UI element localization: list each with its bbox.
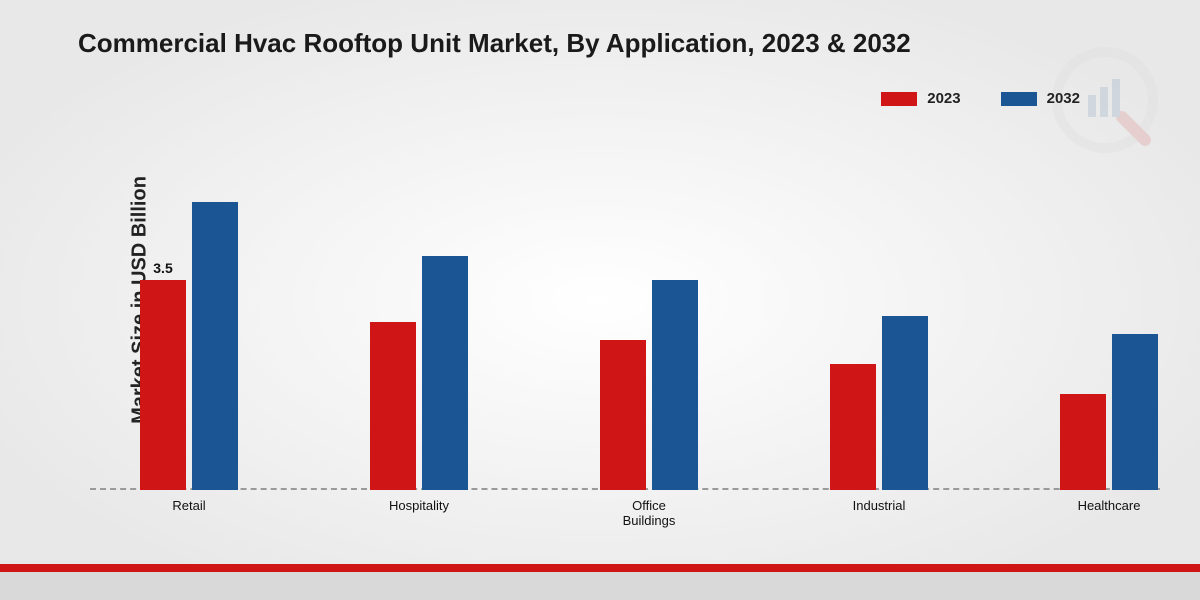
legend-swatch-2032 <box>1001 92 1037 106</box>
category-label: Industrial <box>809 498 949 513</box>
footer-base <box>0 572 1200 600</box>
bar <box>1112 334 1158 490</box>
bar <box>882 316 928 490</box>
category-label: Retail <box>119 498 259 513</box>
legend-label-2032: 2032 <box>1047 90 1080 107</box>
bar <box>140 280 186 490</box>
bar <box>830 364 876 490</box>
bar <box>422 256 468 490</box>
plot-area: RetailHospitalityOfficeBuildingsIndustri… <box>90 130 1160 490</box>
footer-accent <box>0 564 1200 572</box>
bar-value-label: 3.5 <box>140 260 186 276</box>
legend: 2023 2032 <box>881 90 1080 107</box>
category-label: OfficeBuildings <box>579 498 719 528</box>
legend-item-2023: 2023 <box>881 90 960 107</box>
bar <box>1060 394 1106 490</box>
bar <box>652 280 698 490</box>
legend-item-2032: 2032 <box>1001 90 1080 107</box>
legend-swatch-2023 <box>881 92 917 106</box>
chart-container: Commercial Hvac Rooftop Unit Market, By … <box>0 0 1200 600</box>
bar <box>600 340 646 490</box>
bar <box>370 322 416 490</box>
bar <box>192 202 238 490</box>
chart-title: Commercial Hvac Rooftop Unit Market, By … <box>78 28 911 59</box>
category-label: Healthcare <box>1039 498 1179 513</box>
legend-label-2023: 2023 <box>927 90 960 107</box>
category-label: Hospitality <box>349 498 489 513</box>
